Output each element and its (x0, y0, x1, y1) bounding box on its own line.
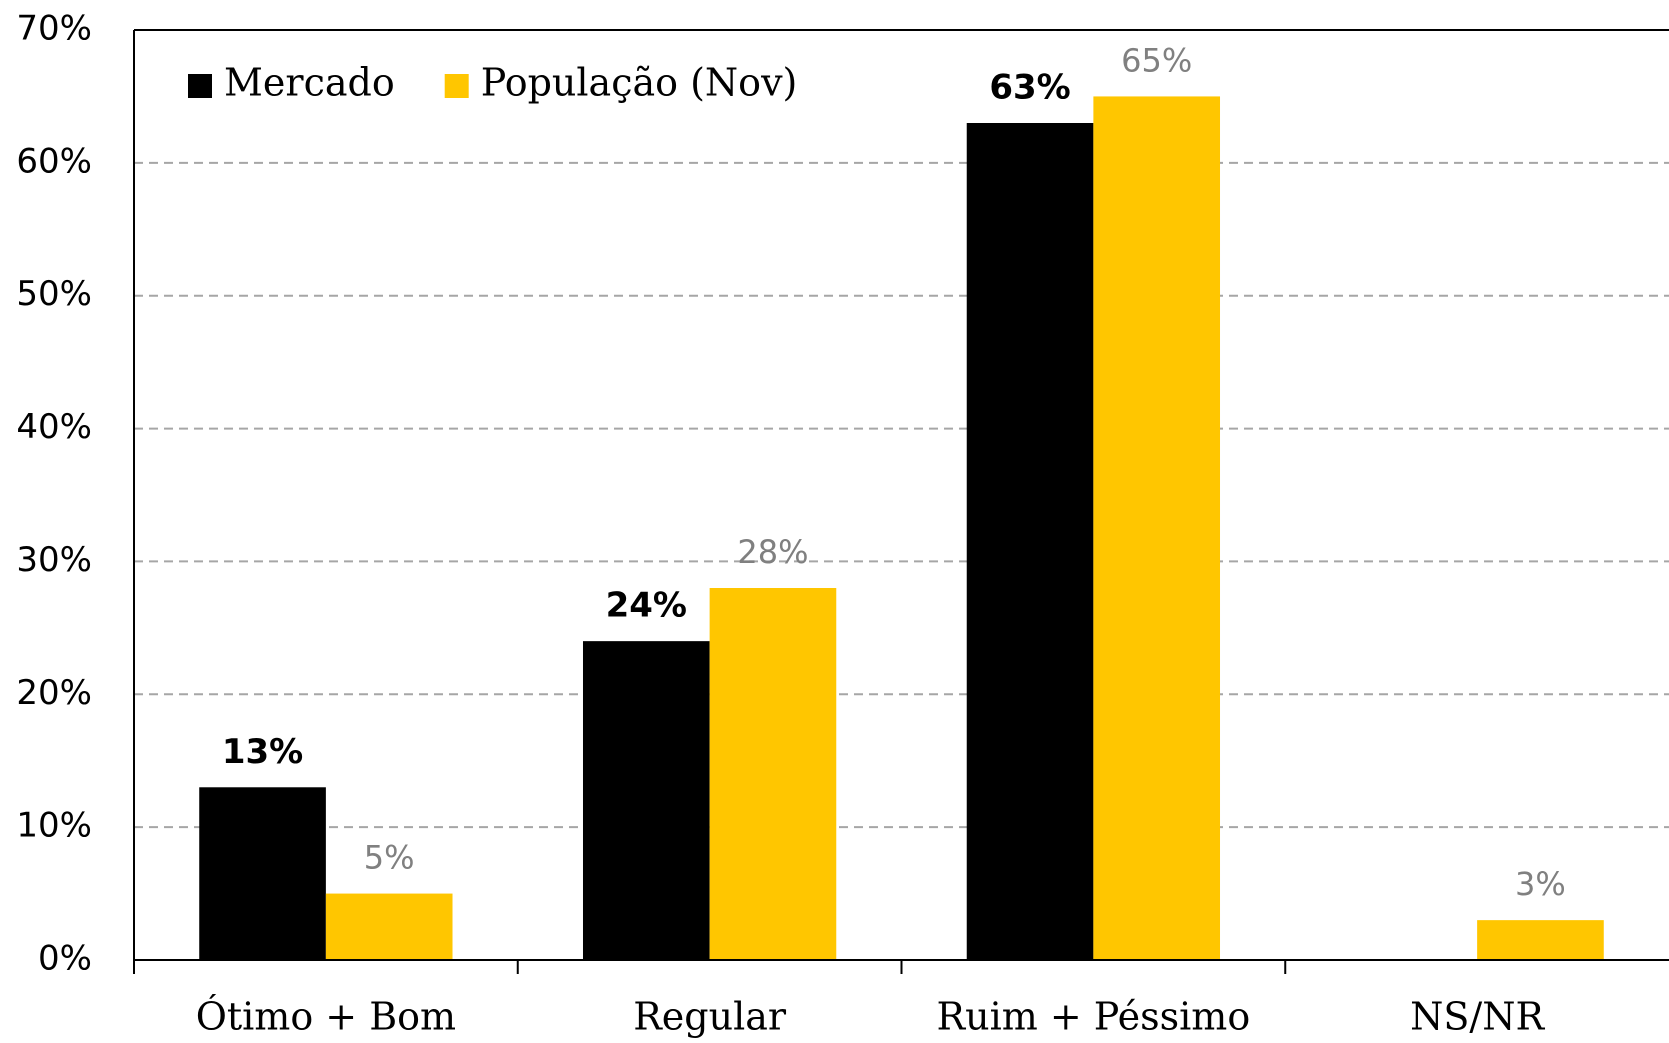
x-tick-label: NS/NR (1410, 995, 1545, 1039)
value-label: 3% (1515, 865, 1566, 903)
y-tick-label: 50% (16, 274, 92, 314)
bar (1093, 96, 1221, 960)
value-label: 63% (989, 68, 1070, 108)
bar (966, 123, 1094, 960)
legend-label: População (Nov) (481, 61, 798, 105)
legend-swatch (444, 74, 469, 98)
y-tick-label: 70% (16, 9, 92, 49)
y-tick-label: 20% (16, 673, 92, 713)
y-tick-label: 0% (38, 939, 92, 979)
x-tick-label: Ruim + Péssimo (937, 995, 1251, 1039)
y-tick-label: 40% (16, 407, 92, 447)
x-tick-label: Ótimo + Bom (196, 995, 456, 1039)
y-tick-label: 10% (16, 806, 92, 846)
legend-label: Mercado (224, 61, 395, 105)
y-tick-label: 60% (16, 141, 92, 181)
legend-swatch (188, 74, 212, 98)
bar (709, 588, 837, 960)
x-tick-label: Regular (633, 995, 787, 1039)
y-tick-label: 30% (16, 540, 92, 580)
value-label: 5% (364, 839, 415, 877)
bar (199, 787, 326, 960)
value-label: 13% (222, 732, 303, 772)
bar (1477, 920, 1604, 960)
value-label: 24% (606, 586, 687, 626)
bar (325, 893, 453, 960)
value-label: 65% (1121, 41, 1192, 79)
value-label: 28% (737, 533, 808, 571)
bar (582, 641, 710, 960)
